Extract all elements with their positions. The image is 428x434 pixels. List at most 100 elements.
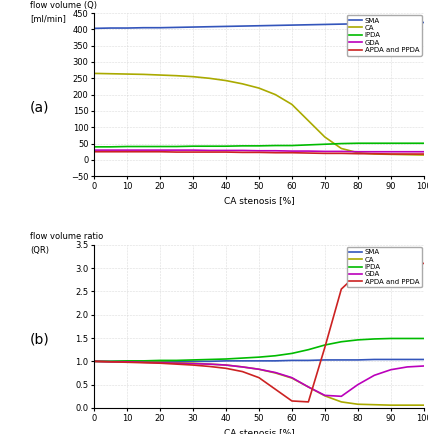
SMA <box>207 359 212 364</box>
IPDA <box>339 141 344 146</box>
GDA <box>125 148 130 153</box>
APDA and PPDA <box>273 150 278 155</box>
IPDA <box>223 144 229 149</box>
GDA <box>223 362 229 368</box>
APDA and PPDA <box>355 151 360 156</box>
GDA <box>125 359 130 365</box>
APDA and PPDA <box>190 362 196 368</box>
GDA <box>421 149 426 155</box>
Line: SMA: SMA <box>94 359 424 362</box>
SMA <box>190 359 196 364</box>
SMA <box>223 358 229 363</box>
SMA <box>273 358 278 363</box>
CA <box>223 362 229 368</box>
IPDA <box>306 347 311 352</box>
APDA and PPDA <box>240 150 245 155</box>
SMA <box>141 25 146 30</box>
CA <box>339 399 344 404</box>
SMA <box>207 24 212 30</box>
APDA and PPDA <box>404 151 410 157</box>
SMA <box>240 23 245 29</box>
IPDA <box>190 144 196 149</box>
GDA <box>306 148 311 154</box>
IPDA <box>421 336 426 341</box>
APDA and PPDA <box>92 149 97 155</box>
GDA <box>207 362 212 367</box>
CA <box>306 118 311 123</box>
SMA <box>174 359 179 364</box>
Text: flow volume ratio: flow volume ratio <box>30 233 103 241</box>
APDA and PPDA <box>339 151 344 156</box>
CA <box>240 364 245 369</box>
SMA <box>306 22 311 27</box>
Text: (QR): (QR) <box>30 246 49 255</box>
IPDA <box>322 141 327 147</box>
APDA and PPDA <box>256 375 262 380</box>
CA <box>92 71 97 76</box>
IPDA <box>355 141 360 146</box>
GDA <box>388 149 393 155</box>
Line: APDA and PPDA: APDA and PPDA <box>94 263 424 402</box>
APDA and PPDA <box>289 150 294 155</box>
GDA <box>190 148 196 153</box>
SMA <box>339 357 344 362</box>
APDA and PPDA <box>306 151 311 156</box>
CA <box>355 401 360 407</box>
SMA <box>421 20 426 25</box>
CA <box>306 385 311 390</box>
SMA <box>339 22 344 27</box>
GDA <box>256 367 262 372</box>
APDA and PPDA <box>322 151 327 156</box>
Line: GDA: GDA <box>94 150 424 152</box>
APDA and PPDA <box>108 149 113 155</box>
CA <box>108 71 113 76</box>
Line: CA: CA <box>94 362 424 405</box>
CA <box>322 135 327 140</box>
GDA <box>256 148 262 153</box>
SMA <box>322 357 327 362</box>
CA <box>339 146 344 151</box>
GDA <box>421 363 426 368</box>
IPDA <box>190 357 196 362</box>
GDA <box>273 148 278 153</box>
GDA <box>174 148 179 153</box>
CA <box>207 362 212 367</box>
APDA and PPDA <box>339 286 344 292</box>
Line: IPDA: IPDA <box>94 143 424 147</box>
IPDA <box>372 336 377 342</box>
APDA and PPDA <box>355 271 360 276</box>
IPDA <box>388 141 393 146</box>
APDA and PPDA <box>421 261 426 266</box>
APDA and PPDA <box>174 362 179 367</box>
IPDA <box>322 342 327 348</box>
CA <box>404 152 410 157</box>
GDA <box>372 149 377 155</box>
IPDA <box>256 355 262 360</box>
CA <box>141 359 146 365</box>
CA <box>388 403 393 408</box>
GDA <box>158 360 163 365</box>
Text: (a): (a) <box>30 101 49 115</box>
GDA <box>273 370 278 375</box>
SMA <box>240 358 245 363</box>
SMA <box>372 21 377 26</box>
SMA <box>125 26 130 31</box>
SMA <box>421 357 426 362</box>
CA <box>174 73 179 78</box>
SMA <box>388 357 393 362</box>
APDA and PPDA <box>190 149 196 155</box>
IPDA <box>404 141 410 146</box>
GDA <box>322 393 327 398</box>
CA <box>174 360 179 365</box>
IPDA <box>158 358 163 363</box>
SMA <box>404 357 410 362</box>
SMA <box>355 357 360 362</box>
GDA <box>158 148 163 153</box>
CA <box>190 74 196 79</box>
Line: SMA: SMA <box>94 23 424 28</box>
IPDA <box>256 143 262 148</box>
IPDA <box>404 336 410 341</box>
Text: flow volume (Q): flow volume (Q) <box>30 1 97 10</box>
CA <box>421 152 426 158</box>
CA <box>355 150 360 155</box>
